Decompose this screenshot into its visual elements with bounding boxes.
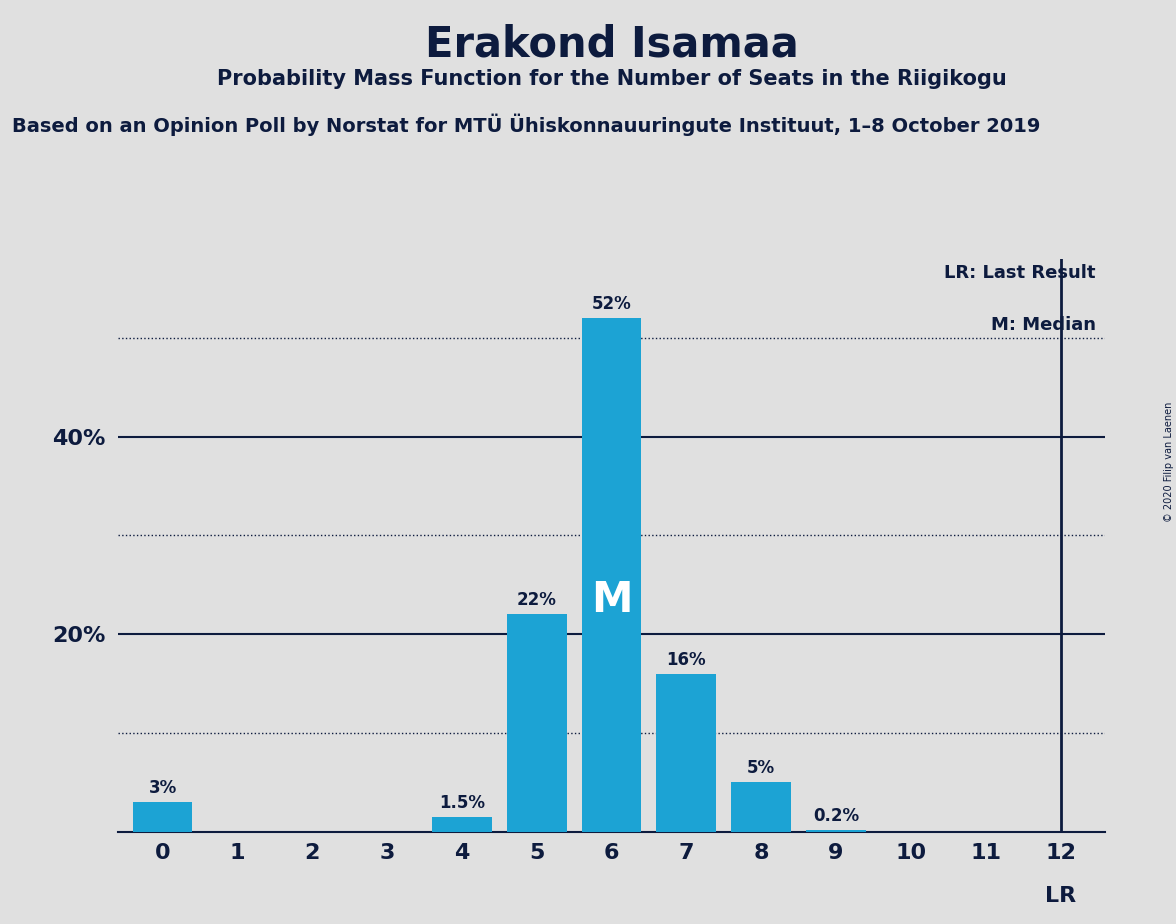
Text: M: M [590, 579, 633, 622]
Bar [806, 830, 866, 832]
Text: 3%: 3% [148, 779, 176, 797]
Text: © 2020 Filip van Laenen: © 2020 Filip van Laenen [1163, 402, 1174, 522]
Text: Probability Mass Function for the Number of Seats in the Riigikogu: Probability Mass Function for the Number… [216, 69, 1007, 90]
Bar [731, 783, 791, 832]
Bar [507, 614, 567, 832]
Bar [133, 802, 193, 832]
Text: 5%: 5% [747, 760, 775, 777]
Bar [656, 674, 716, 832]
Text: LR: Last Result: LR: Last Result [944, 264, 1096, 283]
Text: 0.2%: 0.2% [813, 807, 860, 825]
Text: 22%: 22% [516, 591, 556, 609]
Text: 1.5%: 1.5% [439, 794, 485, 812]
Text: Erakond Isamaa: Erakond Isamaa [425, 23, 799, 65]
Text: M: Median: M: Median [990, 316, 1096, 334]
Text: Based on an Opinion Poll by Norstat for MTÜ Ühiskonnauuringute Instituut, 1–8 Oc: Based on an Opinion Poll by Norstat for … [12, 114, 1040, 136]
Bar [582, 318, 641, 832]
Text: 16%: 16% [667, 650, 706, 669]
Bar [432, 817, 492, 832]
Text: 52%: 52% [592, 295, 632, 313]
Text: LR: LR [1045, 886, 1076, 906]
